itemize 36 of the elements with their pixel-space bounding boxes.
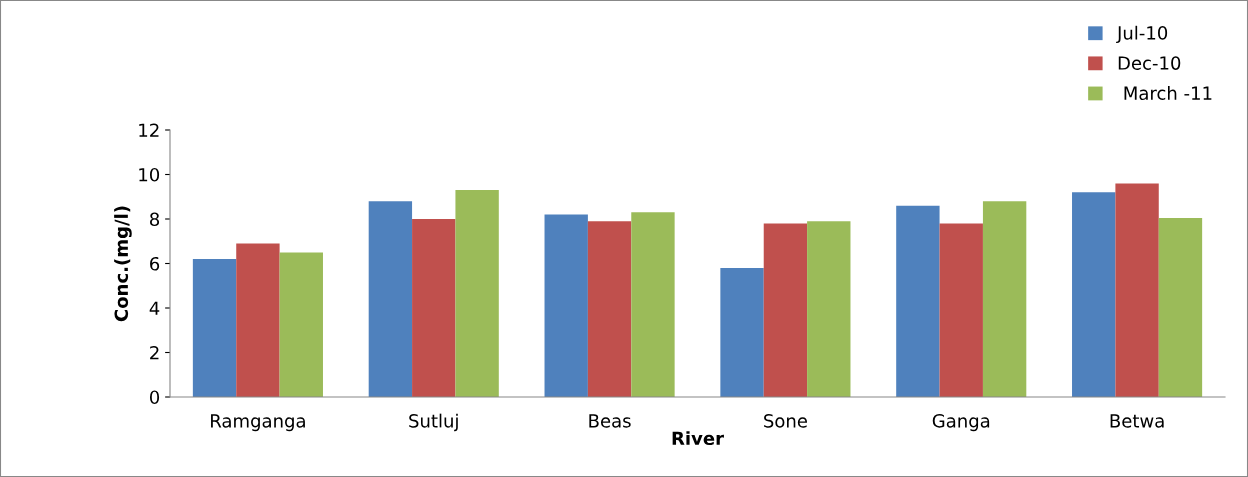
bar [1158, 217, 1203, 397]
y-tick-label: 0 [149, 390, 160, 405]
bar [1115, 183, 1159, 397]
y-tick-label: 10 [139, 167, 160, 182]
bar [279, 252, 323, 397]
legend-label: Jul-10 [1116, 25, 1168, 44]
y-tick-label: 12 [139, 123, 159, 137]
bar [896, 205, 940, 397]
bar [807, 221, 851, 397]
y-tick-label: 8 [150, 212, 160, 227]
bar [982, 201, 1027, 397]
x-tick-label: Sutluj [409, 413, 458, 432]
x-axis-title: River [672, 431, 724, 446]
bar [1072, 192, 1116, 397]
bar [720, 267, 764, 397]
bar [368, 201, 413, 397]
legend-label: March -11 [1124, 86, 1212, 100]
y-axis-title: Conc.(mg/l) [114, 206, 132, 322]
y-tick-label: 2 [150, 345, 159, 360]
x-tick-label: Ganga [932, 413, 990, 432]
bar [412, 219, 456, 397]
bar [192, 259, 237, 397]
bar [236, 243, 280, 397]
x-tick-label: Beas [589, 414, 631, 428]
bar [939, 223, 983, 397]
bar [455, 190, 499, 397]
x-tick-label: Ramganga [211, 414, 305, 432]
x-tick-label: Betwa [1110, 414, 1164, 428]
y-tick-label: 6 [150, 256, 160, 271]
legend-label: Dec-10 [1118, 56, 1181, 70]
x-tick-label: Sone [764, 413, 807, 428]
y-tick-label: 4 [149, 301, 160, 315]
bar [631, 212, 675, 397]
bar [763, 223, 808, 397]
bar [587, 221, 632, 397]
bar [544, 214, 588, 397]
